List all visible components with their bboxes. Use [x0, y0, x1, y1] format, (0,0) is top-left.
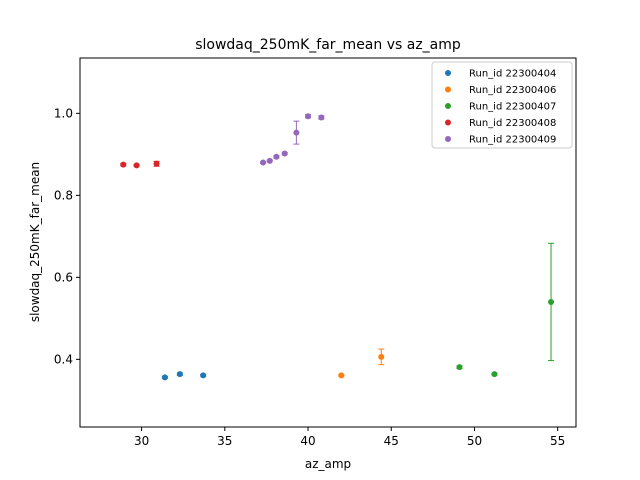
- series-group: [456, 242, 555, 378]
- legend-marker: [445, 119, 451, 126]
- data-point: [273, 153, 280, 160]
- data-point: [153, 160, 160, 167]
- data-point: [120, 161, 127, 168]
- legend-label: Run_id 22300408: [469, 118, 556, 129]
- legend-label: Run_id 22300407: [469, 102, 556, 113]
- data-point: [200, 372, 207, 379]
- legend-marker: [445, 136, 451, 142]
- legend-label: Run_id 22300406: [469, 85, 556, 96]
- x-tick-label: 45: [384, 434, 399, 448]
- data-point: [305, 113, 312, 120]
- y-tick-label: 0.4: [54, 352, 73, 366]
- data-point: [161, 374, 168, 381]
- data-point: [378, 353, 385, 360]
- data-point: [260, 159, 267, 166]
- data-point: [293, 129, 300, 136]
- y-axis-ticks: 0.4 0.6 0.8 1.0: [54, 106, 80, 366]
- x-axis-ticks: 30 35 40 45 50 55: [134, 427, 565, 448]
- data-point: [133, 162, 140, 169]
- series-group: [120, 160, 160, 169]
- data-point: [266, 157, 273, 164]
- legend-box: [431, 61, 573, 149]
- series-group: [260, 113, 325, 166]
- legend: Run_id 22300404 Run_id 22300406 Run_id 223…: [431, 61, 573, 149]
- data-point: [456, 364, 463, 371]
- y-tick-label: 1.0: [54, 106, 73, 120]
- series-group: [161, 371, 207, 381]
- data-point: [176, 371, 183, 378]
- chart-title: slowdaq_250mK_far_mean vs az_amp: [195, 37, 461, 53]
- data-point: [281, 150, 288, 157]
- legend-label: Run_id 22300409: [469, 135, 556, 146]
- series-group: [338, 348, 385, 379]
- data-point: [318, 114, 325, 121]
- data-point: [338, 372, 345, 379]
- data-point: [548, 298, 555, 305]
- data-point: [491, 371, 498, 378]
- y-axis-label: slowdaq_250mK_far_mean: [28, 162, 42, 322]
- x-tick-label: 40: [300, 434, 315, 448]
- legend-marker: [445, 70, 451, 76]
- x-tick-label: 55: [550, 434, 565, 448]
- x-axis-label: az_amp: [305, 457, 351, 471]
- x-tick-label: 50: [467, 434, 482, 448]
- x-tick-label: 35: [217, 434, 232, 448]
- y-tick-label: 0.8: [54, 188, 73, 202]
- legend-marker: [445, 103, 451, 109]
- x-tick-label: 30: [134, 434, 149, 448]
- legend-marker: [445, 86, 451, 93]
- plot-marks: [120, 113, 555, 381]
- plot-frame: [79, 57, 577, 428]
- y-tick-label: 0.6: [54, 270, 73, 284]
- legend-label: Run_id 22300404: [469, 69, 556, 80]
